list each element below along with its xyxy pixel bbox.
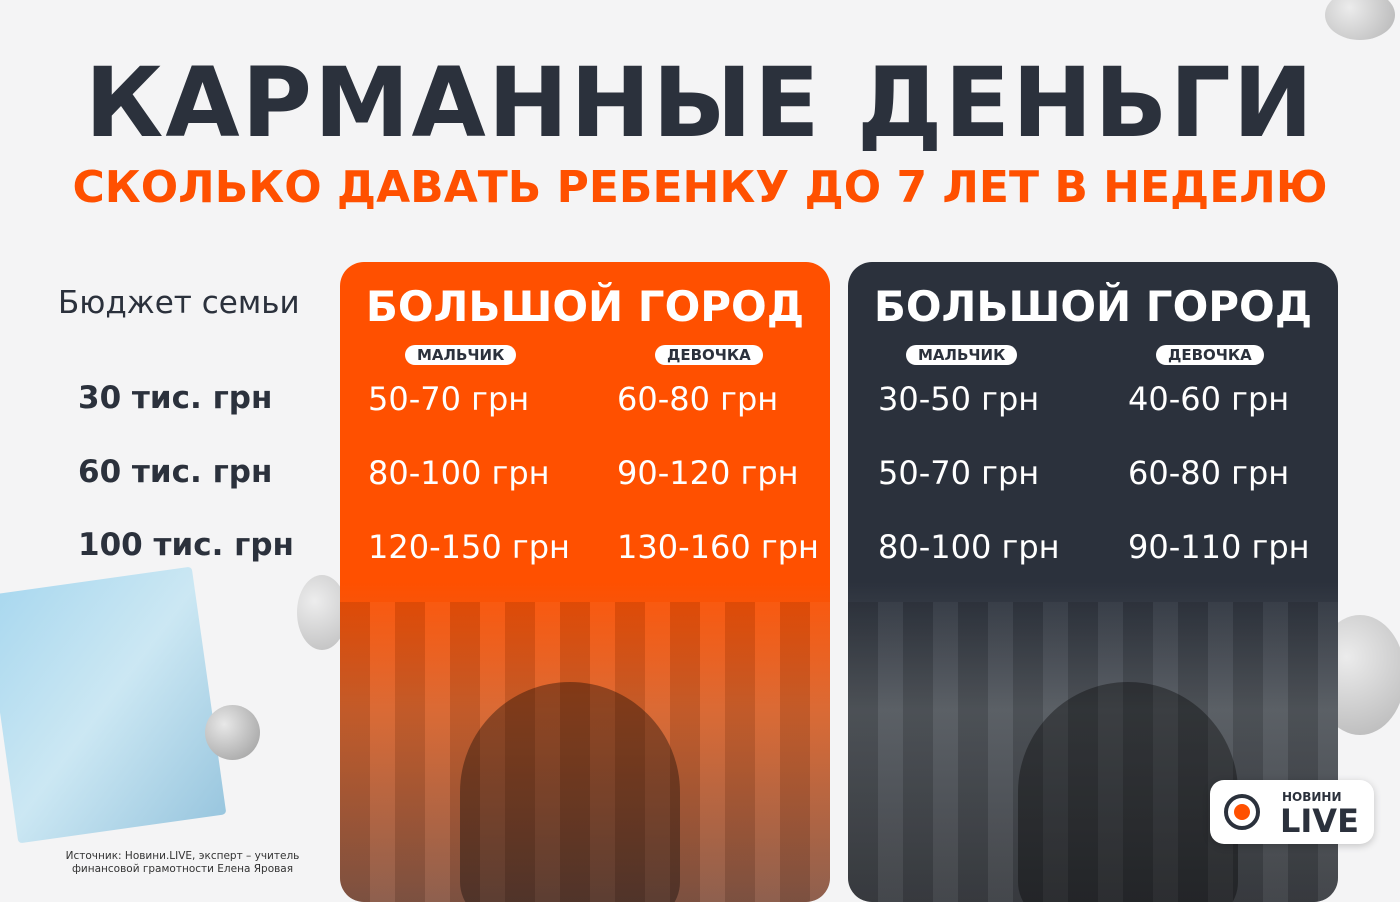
value-cell: 50-70 грн	[878, 454, 1040, 492]
panel-dark: БОЛЬШОЙ ГОРОД МАЛЬЧИК ДЕВОЧКА 30-50 грн …	[848, 262, 1338, 902]
budget-row: 60 тис. грн	[78, 454, 273, 490]
value-cell: 40-60 грн	[1128, 380, 1290, 418]
banknotes-image	[0, 566, 227, 844]
coin-image	[1325, 0, 1395, 40]
value-cell: 90-110 грн	[1128, 528, 1310, 566]
child-photo	[1018, 682, 1238, 902]
novyny-live-logo: НОВИНИ LIVE	[1210, 780, 1374, 844]
girl-label: ДЕВОЧКА	[1156, 345, 1264, 365]
value-cell: 120-150 грн	[368, 528, 570, 566]
panel-title: БОЛЬШОЙ ГОРОД	[873, 282, 1313, 331]
value-cell: 30-50 грн	[878, 380, 1040, 418]
budget-row: 100 тис. грн	[78, 527, 294, 563]
boy-label: МАЛЬЧИК	[906, 345, 1018, 365]
logo-big-text: LIVE	[1280, 802, 1359, 840]
logo-dot-icon	[1234, 804, 1250, 820]
page-subtitle: СКОЛЬКО ДАВАТЬ РЕБЕНКУ ДО 7 ЛЕТ В НЕДЕЛЮ	[72, 162, 1328, 213]
child-photo	[460, 682, 680, 902]
value-cell: 130-160 грн	[617, 528, 819, 566]
value-cell: 80-100 грн	[368, 454, 550, 492]
value-cell: 60-80 грн	[1128, 454, 1290, 492]
coin-image	[297, 575, 347, 650]
budget-header: Бюджет семьи	[58, 285, 300, 321]
logo-small-text: НОВИНИ	[1282, 790, 1342, 804]
boy-label: МАЛЬЧИК	[405, 345, 517, 365]
value-cell: 50-70 грн	[368, 380, 530, 418]
panel-orange: БОЛЬШОЙ ГОРОД МАЛЬЧИК ДЕВОЧКА 50-70 грн …	[340, 262, 830, 902]
town-photo	[848, 602, 1338, 902]
girl-label: ДЕВОЧКА	[655, 345, 763, 365]
city-photo	[340, 602, 830, 902]
source-note: Источник: Новини.LIVE, эксперт – учитель…	[65, 850, 300, 875]
value-cell: 90-120 грн	[617, 454, 799, 492]
value-cell: 60-80 грн	[617, 380, 779, 418]
logo-ring-icon	[1224, 794, 1260, 830]
budget-row: 30 тис. грн	[78, 380, 273, 416]
panel-title: БОЛЬШОЙ ГОРОД	[365, 282, 805, 331]
coin-image	[205, 705, 260, 760]
page-title: КАРМАННЫЕ ДЕНЬГИ	[84, 47, 1316, 159]
value-cell: 80-100 грн	[878, 528, 1060, 566]
